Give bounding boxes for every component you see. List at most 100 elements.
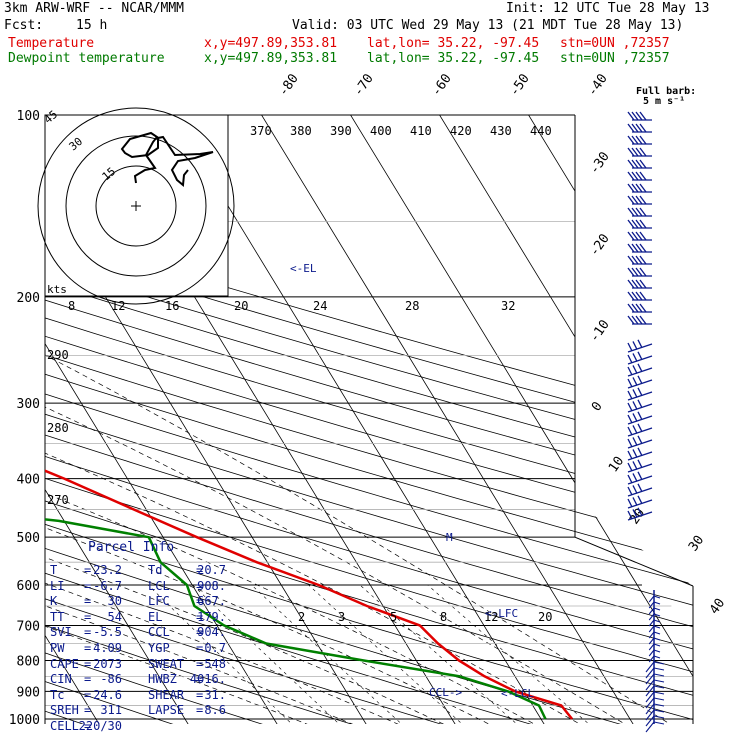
barb-flag xyxy=(627,414,633,424)
barb-flag xyxy=(635,231,643,241)
barb-flag xyxy=(639,123,647,133)
temperature-label: 30 xyxy=(686,533,707,554)
mixing-ratio-label-lower: 12 xyxy=(484,610,498,624)
dry-adiabat xyxy=(45,115,467,724)
wind-barb xyxy=(648,607,661,615)
barb-flag xyxy=(632,389,638,398)
parcel-equals: = xyxy=(196,609,204,624)
isotherm xyxy=(244,115,639,724)
isotherm xyxy=(45,115,194,724)
wind-barb xyxy=(627,147,652,157)
barb-flag xyxy=(631,303,639,313)
theta-e-label: 370 xyxy=(250,124,272,138)
barb-flag xyxy=(627,111,635,121)
theta-e-label: 400 xyxy=(370,124,392,138)
dry-adiabat xyxy=(45,115,693,724)
wind-barb xyxy=(645,721,665,733)
barb-flag xyxy=(631,123,639,133)
parcel-l1: LI xyxy=(50,578,65,593)
parcel-equals: = xyxy=(196,625,204,640)
parcel-l2: EL xyxy=(148,609,163,624)
barb-flag xyxy=(627,207,635,217)
wind-barb xyxy=(648,649,661,657)
dew-xy: x,y=497.89,353.81 xyxy=(204,51,338,66)
parcel-v1: 311 xyxy=(100,703,122,718)
parcel-l2: LFC xyxy=(148,594,170,609)
barb-flag xyxy=(631,255,639,265)
parcel-l2: LCL xyxy=(148,578,170,593)
parcel-l1: PW xyxy=(50,641,65,655)
pressure-label: 600 xyxy=(17,579,40,594)
temperature-label: 10 xyxy=(606,454,627,475)
barb-flag xyxy=(637,399,643,409)
barb-flag xyxy=(653,697,665,701)
wind-barb xyxy=(645,691,665,703)
wind-barb xyxy=(627,171,652,181)
wind-barb xyxy=(627,315,652,325)
parcel-equals: = xyxy=(84,656,92,671)
barb-flag xyxy=(653,601,661,605)
barb-shaft xyxy=(645,667,655,679)
parcel-equals: = xyxy=(196,641,204,655)
theta-e-label: 440 xyxy=(530,124,552,138)
parcel-l2: SWEAT xyxy=(148,656,185,671)
dry-adiabat xyxy=(45,115,693,724)
barb-flag xyxy=(635,111,643,121)
barb-flag xyxy=(653,661,665,665)
temperature-profile xyxy=(45,115,574,720)
barb-flag xyxy=(627,135,635,145)
parcel-l1: T xyxy=(50,563,58,577)
barb-flag xyxy=(637,483,643,493)
barb-flag xyxy=(631,159,639,169)
dry-adiabat xyxy=(45,115,693,724)
temperature-label: -70 xyxy=(351,71,377,99)
barb-flag xyxy=(639,267,647,277)
barb-flag xyxy=(632,401,638,410)
isotherm xyxy=(333,115,693,724)
barb-flag xyxy=(637,351,643,361)
parcel-equals: = xyxy=(84,672,92,687)
barb-shaft xyxy=(645,715,655,727)
barb-flag xyxy=(627,279,635,289)
parcel-v2: 904. xyxy=(197,625,226,640)
barb-flag xyxy=(627,231,635,241)
wind-barb xyxy=(645,673,665,685)
parcel-v1: 23.2 xyxy=(93,563,122,577)
parcel-equals: = xyxy=(196,703,204,718)
temp-xy: x,y=497.89,353.81 xyxy=(204,36,338,51)
wind-barb xyxy=(627,123,652,133)
barb-flag xyxy=(653,667,665,671)
dry-adiabat xyxy=(45,115,693,724)
barb-flag xyxy=(627,378,633,388)
wind-barb xyxy=(648,637,661,645)
dry-adiabat xyxy=(45,115,558,724)
barb-flag xyxy=(627,315,635,325)
barb-flag xyxy=(653,685,665,689)
barb-flag xyxy=(631,315,639,325)
barb-flag xyxy=(653,703,665,707)
barb-flag xyxy=(631,183,639,193)
wind-barb xyxy=(627,303,652,313)
barb-flag xyxy=(632,341,638,350)
wind-barb xyxy=(627,231,652,241)
barb-flag xyxy=(635,123,643,133)
hodograph-ring xyxy=(37,107,235,305)
dry-adiabat xyxy=(45,115,693,724)
wind-barb xyxy=(627,219,652,229)
wind-barb xyxy=(627,159,652,169)
barb-flag xyxy=(653,613,661,617)
level-marker: M xyxy=(446,531,453,544)
barb-shaft xyxy=(648,625,655,633)
wind-barb xyxy=(627,507,653,521)
pressure-label: 800 xyxy=(17,654,40,669)
barb-flag xyxy=(639,279,647,289)
wind-barb xyxy=(648,619,661,627)
parcel-l2: HWBZ xyxy=(148,672,177,687)
parcel-v2: 667. xyxy=(197,594,226,609)
isotherm xyxy=(511,115,693,724)
barb-flag xyxy=(635,279,643,289)
barb-flag xyxy=(653,637,661,641)
wind-barb xyxy=(648,625,661,633)
parcel-l2: SHEAR xyxy=(148,687,185,702)
